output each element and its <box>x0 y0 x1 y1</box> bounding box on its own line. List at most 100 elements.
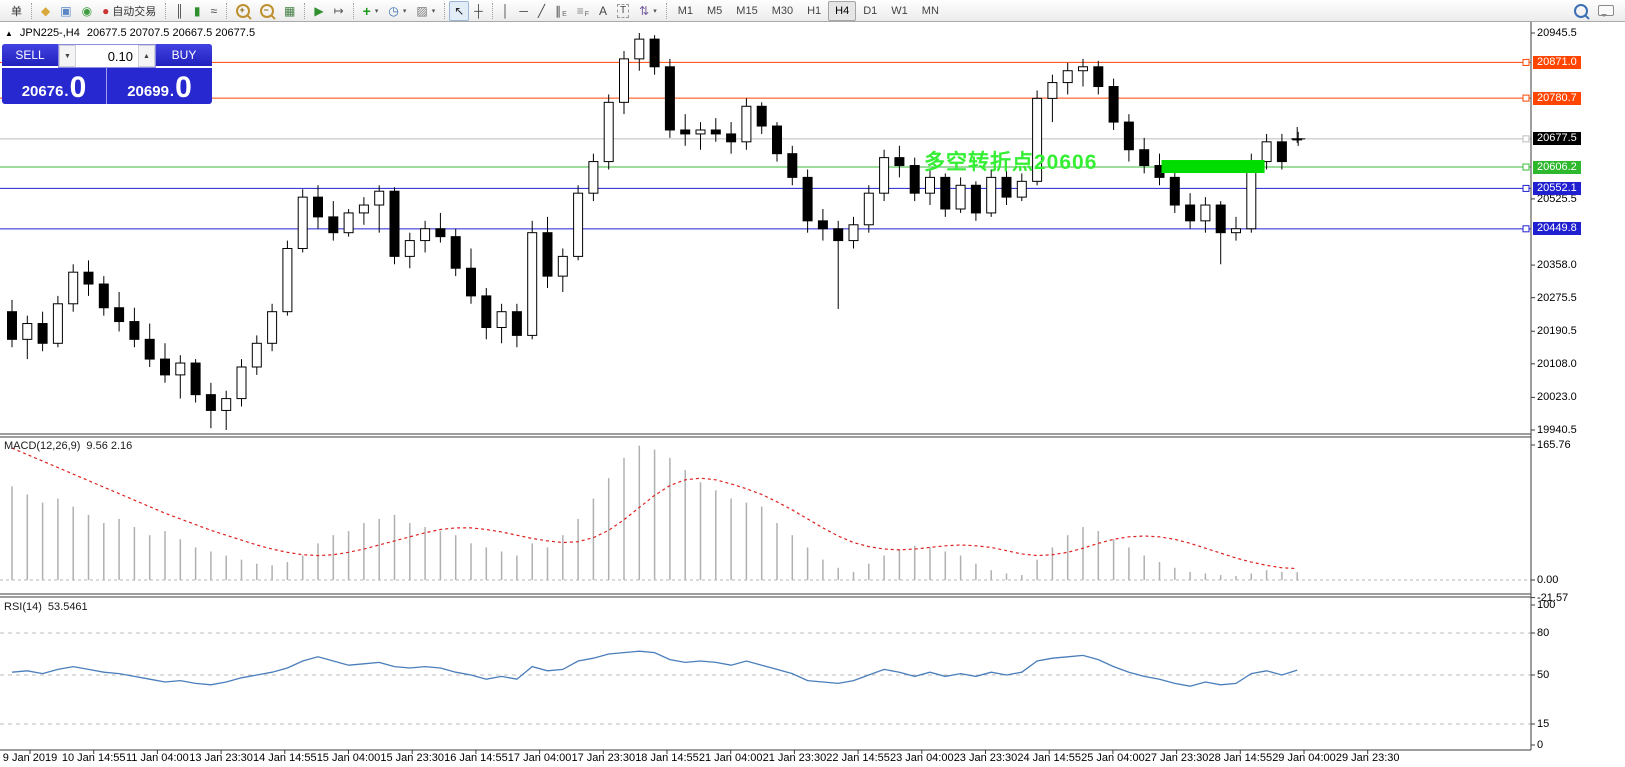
crosshair-icon[interactable]: ┼ <box>469 1 488 21</box>
volume-box: ▼ 0.10 ▲ <box>58 44 156 68</box>
line-chart-icon[interactable]: ≈ <box>205 1 222 21</box>
macd-tick-label: -21.57 <box>1537 591 1569 604</box>
price-level-badge: 20606.2 <box>1533 160 1581 174</box>
date-label: 28 Jan 14:55 <box>1208 752 1273 764</box>
rsi-value: 53.5461 <box>47 601 88 613</box>
periods-icon[interactable]: ◷ ▾ <box>383 1 411 21</box>
new-order-icon[interactable]: ◆ <box>36 1 55 21</box>
tf-d1[interactable]: D1 <box>863 4 878 17</box>
rsi-tick-label: 100 <box>1537 599 1556 611</box>
text-label-icon[interactable]: T <box>612 1 634 21</box>
volume-decrease-button[interactable]: ▼ <box>59 45 76 67</box>
rsi-tick-label: 80 <box>1537 627 1550 639</box>
tf-m1[interactable]: M1 <box>677 4 694 17</box>
horizontal-line-icon[interactable]: ─ <box>514 1 533 21</box>
macd-name: MACD(12,26,9) <box>4 440 81 452</box>
dropdown-caret-icon[interactable]: ▾ <box>402 7 407 15</box>
trendline-icon[interactable]: ╱ <box>533 1 550 21</box>
zoom-out-icon: − <box>260 3 275 18</box>
line-chart-icon: ≈ <box>210 3 218 18</box>
autotrade-button[interactable]: ● 自动交易 <box>97 1 161 21</box>
bar-chart-icon[interactable]: ║ <box>170 1 189 21</box>
toolbar-separator <box>226 2 228 19</box>
dropdown-caret-icon[interactable]: ▾ <box>431 7 436 15</box>
new-order-partial[interactable]: 单 <box>11 5 22 18</box>
date-label: 14 Jan 14:55 <box>252 752 317 764</box>
volume-input[interactable]: 0.10 <box>107 48 133 64</box>
macd-tick-label: 165.76 <box>1537 438 1571 451</box>
autoscroll-icon[interactable]: ▶ <box>309 1 328 21</box>
date-label: 10 Jan 14:55 <box>61 752 126 764</box>
date-label: 17 Jan 04:00 <box>507 752 572 764</box>
tf-mn[interactable]: MN <box>921 4 939 17</box>
panel-toggle-icon[interactable]: ▲ <box>5 28 13 38</box>
date-label: 21 Jan 23:30 <box>762 752 827 764</box>
search-icon <box>1574 3 1588 18</box>
date-label: 13 Jan 23:30 <box>189 752 253 764</box>
price-tick-label: 20275.5 <box>1537 291 1577 304</box>
date-label: 23 Jan 04:00 <box>889 752 954 764</box>
toolbar-separator <box>165 2 167 19</box>
search-icon[interactable] <box>1569 1 1593 21</box>
dropdown-caret-icon[interactable]: ▾ <box>374 7 379 15</box>
volume-increase-button[interactable]: ▲ <box>138 45 155 67</box>
toolbar-separator <box>491 2 493 19</box>
cursor-icon[interactable]: ↖ <box>449 0 470 21</box>
sell-price-pip: 0 <box>69 71 87 104</box>
tf-w1[interactable]: W1 <box>891 4 908 17</box>
fibonacci-icon[interactable]: ≡ F <box>572 1 594 21</box>
zoom-out-icon[interactable]: − <box>255 1 279 21</box>
vertical-line-icon[interactable]: │ <box>497 1 515 21</box>
sell-price-button[interactable]: 20676 . 0 <box>2 68 107 104</box>
tf-h1[interactable]: H1 <box>807 4 822 17</box>
crosshair-icon: ┼ <box>474 3 483 18</box>
tf-h4[interactable]: H4 <box>828 0 857 21</box>
date-label: 29 Jan 23:30 <box>1335 752 1400 764</box>
tf-m5[interactable]: M5 <box>707 4 723 17</box>
chart-shift-icon[interactable]: ↦ <box>329 1 349 21</box>
candlestick-chart-icon[interactable]: ▮ <box>189 1 206 21</box>
price-tick-label: 20190.5 <box>1537 325 1577 338</box>
fibonacci-icon-sub: F <box>584 10 590 18</box>
autoscroll-icon: ▶ <box>314 3 324 18</box>
macd-values: 9.56 2.16 <box>86 440 133 452</box>
sell-price: 20676 <box>21 83 64 100</box>
buy-price-button[interactable]: 20699 . 0 <box>107 68 212 104</box>
indicators-icon: + <box>362 2 371 19</box>
templates-icon[interactable]: ▨ ▾ <box>411 1 440 21</box>
toolbar: 单 ◆ ▣ ◉ ● 自动交易 ║ ▮ ≈ + − ▦ ▶ ↦ + ▾ ◷ ▾ ▨ ▾ ↖ ┼ │ ─ ╱ ∥ E ≡ F A T ⇅ ▾ M1 M5… <box>0 0 1625 22</box>
channel-icon: ∥ <box>555 3 562 18</box>
highlight-zone <box>1161 160 1265 174</box>
channel-icon[interactable]: ∥ E <box>550 1 572 21</box>
chart-title-row: ▲ JPN225-,H4 20677.5 20707.5 20667.5 206… <box>5 27 255 39</box>
buy-price: 20699 <box>127 83 169 100</box>
toolbar-separator <box>665 2 667 19</box>
arrows-icon: ⇅ <box>639 3 650 18</box>
tf-m15[interactable]: M15 <box>736 4 758 17</box>
channel-icon-sub: E <box>562 10 567 18</box>
macd-tick-label: 0.00 <box>1537 574 1559 586</box>
buy-button[interactable]: BUY <box>156 44 212 68</box>
toolbar-separator <box>304 2 306 19</box>
tile-windows-icon[interactable]: ▦ <box>279 1 300 21</box>
horizontal-line-icon: ─ <box>519 3 528 18</box>
fibonacci-icon: ≡ <box>576 3 584 18</box>
tf-m30[interactable]: M30 <box>771 4 794 17</box>
market-watch-icon: ▣ <box>60 3 72 18</box>
date-label: 18 Jan 14:55 <box>635 752 699 764</box>
price-tick-label: 20358.0 <box>1537 259 1577 272</box>
date-label: 17 Jan 23:30 <box>571 752 636 764</box>
rsi-tick-label: 50 <box>1537 669 1550 681</box>
text-label-icon: T <box>617 3 630 18</box>
zoom-in-icon[interactable]: + <box>231 1 255 21</box>
text-icon[interactable]: A <box>594 1 612 21</box>
signal-icon[interactable]: ◉ <box>77 1 97 21</box>
indicators-icon[interactable]: + ▾ <box>358 1 384 21</box>
dropdown-caret-icon[interactable]: ▾ <box>653 7 657 15</box>
chat-icon[interactable] <box>1593 1 1619 21</box>
arrows-icon[interactable]: ⇅ ▾ <box>634 1 662 21</box>
sell-button[interactable]: SELL <box>2 44 58 68</box>
one-click-trade-panel: SELL ▼ 0.10 ▲ BUY 20676 . 0 20699 . 0 <box>2 44 212 104</box>
market-watch-icon[interactable]: ▣ <box>55 1 76 21</box>
